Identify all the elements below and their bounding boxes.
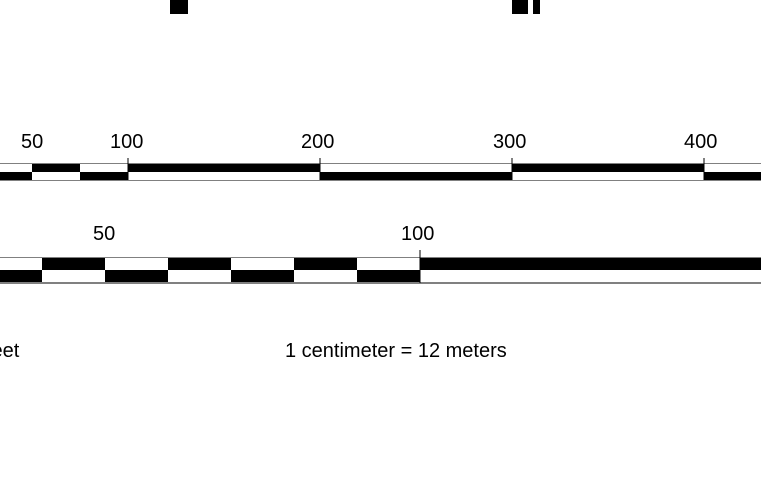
feet-seg-200-300-bottom: [320, 172, 512, 180]
meter-seg-2-bottom: [105, 270, 168, 282]
title-glyph-fragment-3: [533, 0, 540, 14]
feet-seg-b: [0, 172, 32, 180]
feet-scale-bar: [0, 158, 761, 181]
feet-seg-d: [32, 172, 80, 180]
feet-seg-100-200-top: [128, 164, 320, 172]
feet-tick-label-300: 300: [493, 131, 527, 153]
title-glyph-fragment-2: [512, 0, 528, 14]
feet-tick-label-100: 100: [110, 131, 144, 153]
feet-seg-c: [32, 164, 80, 172]
meter-seg-0-bottom: [0, 270, 42, 282]
meter-seg-1-bottom: [42, 270, 105, 282]
meter-tick-label-100: 100: [401, 223, 435, 245]
meter-seg-4-bottom: [231, 270, 294, 282]
feet-unit-label: feet: [0, 340, 20, 362]
feet-seg-400-end-top: [704, 164, 761, 172]
meter-scale-bar: [0, 250, 761, 284]
meter-seg-3-top: [168, 258, 231, 270]
feet-seg-e: [80, 164, 128, 172]
meter-tick-label-50: 50: [93, 223, 116, 245]
meter-seg-6-bottom: [357, 270, 420, 282]
meter-seg-5-top: [294, 258, 357, 270]
feet-seg-300-400-top: [512, 164, 704, 172]
feet-tick-label-400: 400: [684, 131, 718, 153]
meter-seg-5-bottom: [294, 270, 357, 282]
meter-seg-100-end-bottom: [420, 270, 761, 282]
feet-seg-200-300-top: [320, 164, 512, 172]
feet-seg-f: [80, 172, 128, 180]
meter-seg-6-top: [357, 258, 420, 270]
feet-tick-label-50: 50: [21, 131, 44, 153]
meter-seg-4-top: [231, 258, 294, 270]
feet-seg-400-end-bottom: [704, 172, 761, 180]
feet-seg-100-200-bottom: [128, 172, 320, 180]
meter-seg-0-top: [0, 258, 42, 270]
feet-tick-label-200: 200: [301, 131, 335, 153]
feet-seg-a: [0, 164, 32, 172]
meter-seg-100-end-top: [420, 258, 761, 270]
scale-statement: 1 centimeter = 12 meters: [285, 340, 507, 362]
meter-seg-1-top: [42, 258, 105, 270]
meter-seg-2-top: [105, 258, 168, 270]
cut-title-fragment: [170, 0, 540, 14]
meter-seg-3-bottom: [168, 270, 231, 282]
title-glyph-fragment-1: [170, 0, 188, 14]
feet-seg-300-400-bottom: [512, 172, 704, 180]
